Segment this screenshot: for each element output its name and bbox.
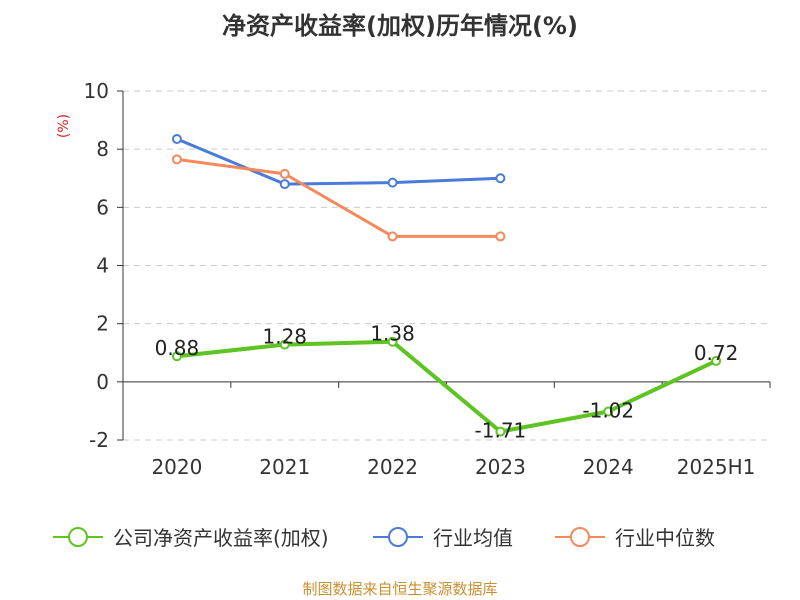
data-point bbox=[279, 339, 290, 350]
data-label: 1.38 bbox=[370, 322, 415, 346]
data-point bbox=[171, 351, 182, 362]
y-tick-label: 0 bbox=[96, 370, 109, 394]
legend-marker bbox=[388, 527, 408, 547]
data-point bbox=[387, 231, 398, 242]
y-tick-label: 6 bbox=[96, 195, 109, 219]
data-point bbox=[171, 133, 182, 144]
data-point bbox=[171, 154, 182, 165]
data-labels: 0.88 1.28 1.38 -1.71 -1.02 0.72 bbox=[155, 322, 739, 443]
chart-title: 净资产收益率(加权)历年情况(%) bbox=[222, 12, 578, 40]
x-tick-label: 2025H1 bbox=[677, 455, 756, 479]
y-axis-label: (%) bbox=[56, 114, 72, 138]
x-tick-label: 2021 bbox=[259, 455, 310, 479]
data-point bbox=[387, 177, 398, 188]
series-line bbox=[176, 137, 501, 186]
axes: 10 8 6 4 2 0 -2 2020 2021 2022 2023 2024 2025H1 bbox=[84, 79, 771, 479]
legend-marker bbox=[570, 527, 590, 547]
grid-lines bbox=[123, 90, 770, 441]
legend: 公司净资产收益率(加权) 行业均值 行业中位数 bbox=[53, 526, 715, 550]
y-tick-label: 8 bbox=[96, 137, 109, 161]
legend-label: 行业中位数 bbox=[615, 526, 715, 550]
data-label: 0.72 bbox=[694, 341, 739, 365]
data-label: 0.88 bbox=[155, 336, 200, 360]
data-point bbox=[495, 173, 506, 184]
data-point bbox=[279, 168, 290, 179]
data-label: -1.02 bbox=[582, 398, 634, 422]
data-point bbox=[711, 355, 722, 366]
legend-label: 行业均值 bbox=[433, 526, 513, 550]
data-point bbox=[495, 426, 506, 437]
data-point bbox=[387, 336, 398, 347]
y-tick-label: 4 bbox=[96, 254, 109, 278]
source-note: 制图数据来自恒生聚源数据库 bbox=[302, 580, 498, 598]
y-tick-label: 2 bbox=[96, 312, 109, 336]
series-line bbox=[176, 157, 501, 238]
legend-label: 公司净资产收益率(加权) bbox=[113, 526, 329, 550]
data-label: 1.28 bbox=[262, 325, 307, 349]
series-line bbox=[176, 339, 717, 434]
x-tick-label: 2022 bbox=[367, 455, 418, 479]
x-tick-label: 2020 bbox=[151, 455, 202, 479]
data-point bbox=[603, 406, 614, 417]
x-tick-label: 2023 bbox=[475, 455, 526, 479]
data-point bbox=[279, 179, 290, 190]
legend-marker bbox=[68, 527, 88, 547]
x-tick-label: 2024 bbox=[583, 455, 634, 479]
y-tick-label: -2 bbox=[89, 428, 109, 452]
y-tick-label: 10 bbox=[84, 79, 109, 103]
series-layer bbox=[171, 133, 722, 437]
data-point bbox=[495, 231, 506, 242]
data-label: -1.71 bbox=[475, 419, 527, 443]
